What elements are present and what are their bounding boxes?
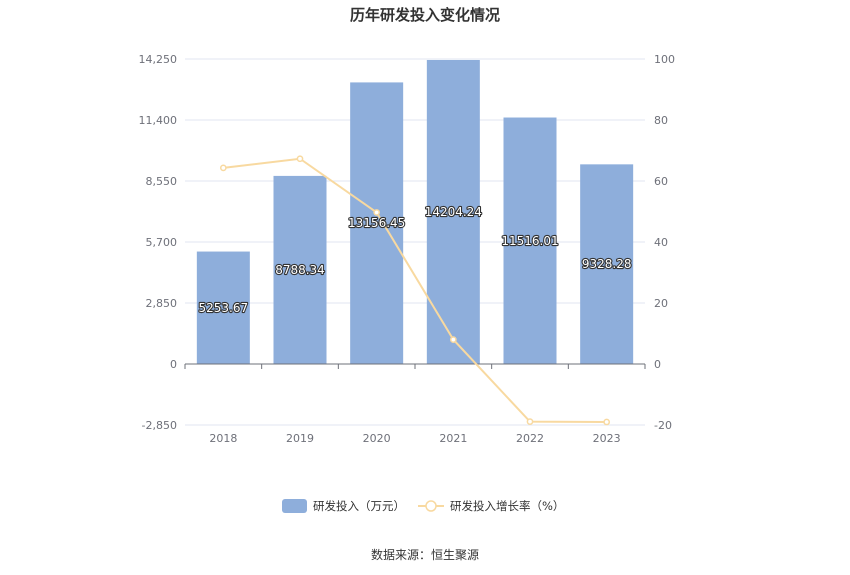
growth-point-2022 [526,418,534,425]
x-tick-label-2023: 2023 [593,432,621,445]
legend-label-growth-rate: 研发投入增长率（%） [450,499,564,513]
growth-point-2023 [603,418,611,426]
x-tick-label-2019: 2019 [286,432,314,445]
grid-lines [185,58,645,426]
bar-2023 [580,164,634,364]
bar-2020 [350,82,404,364]
bar-series [196,59,634,365]
y-left-tick-label: -2,850 [142,419,177,432]
x-tick-label-2018: 2018 [209,432,237,445]
y-right-tick-label: 40 [654,236,668,249]
bar-value-label-2018: 5253.67 [199,301,249,315]
x-tick-label-2020: 2020 [363,432,391,445]
bar-2021 [426,59,480,364]
bar-value-label-2023: 9328.28 [582,257,632,271]
x-tick-label-2021: 2021 [439,432,467,445]
data-source-note: 数据来源：恒生聚源 [370,548,479,562]
y-right-tick-label: 0 [654,358,661,371]
bar-2022 [503,117,557,365]
y-right-tick-label: -20 [654,419,672,432]
chart-canvas: -2,850 0 2,850 5,700 8,550 11,400 14,250 -20 0 20… [139,53,676,513]
growth-point-2019 [296,155,304,163]
bar-value-label-2021: 14204.24 [425,205,482,219]
y-left-tick-label: 5,700 [146,236,178,249]
data-labels: 5253.67 8788.34 13156.45 14204.24 11516.01 93… [197,204,632,316]
legend-swatch-rd-investment [282,499,307,513]
growth-point-2020 [373,209,381,216]
y-left-tick-label: 8,550 [146,175,178,188]
y-left-tick-label: 11,400 [139,114,178,127]
bar-value-label-2022: 11516.01 [501,234,558,248]
growth-line-series [219,155,611,426]
legend: 研发投入（万元） 研发投入增长率（%） [282,499,564,513]
y-left-tick-label: 0 [170,358,177,371]
y-right-tick-label: 80 [654,114,668,127]
y-right-tick-label: 100 [654,53,675,66]
growth-line [223,157,607,423]
bar-2019 [273,175,327,364]
legend-swatch-growth-marker [425,500,437,512]
growth-point-2018 [219,164,227,172]
bar-value-label-2019: 8788.34 [275,263,325,277]
chart-title: 历年研发投入变化情况 [349,6,500,24]
y-left-tick-label: 2,850 [146,297,178,310]
bar-2018 [196,251,250,364]
y-right-tick-label: 60 [654,175,668,188]
y-right-tick-label: 20 [654,297,668,310]
legend-label-rd-investment: 研发投入（万元） [313,499,405,513]
y-left-tick-label: 14,250 [139,53,178,66]
growth-point-2021 [449,336,457,343]
axes: -2,850 0 2,850 5,700 8,550 11,400 14,250 -20 0 20… [139,53,676,445]
bar-value-label-2020: 13156.45 [348,216,405,230]
x-tick-label-2022: 2022 [516,432,544,445]
